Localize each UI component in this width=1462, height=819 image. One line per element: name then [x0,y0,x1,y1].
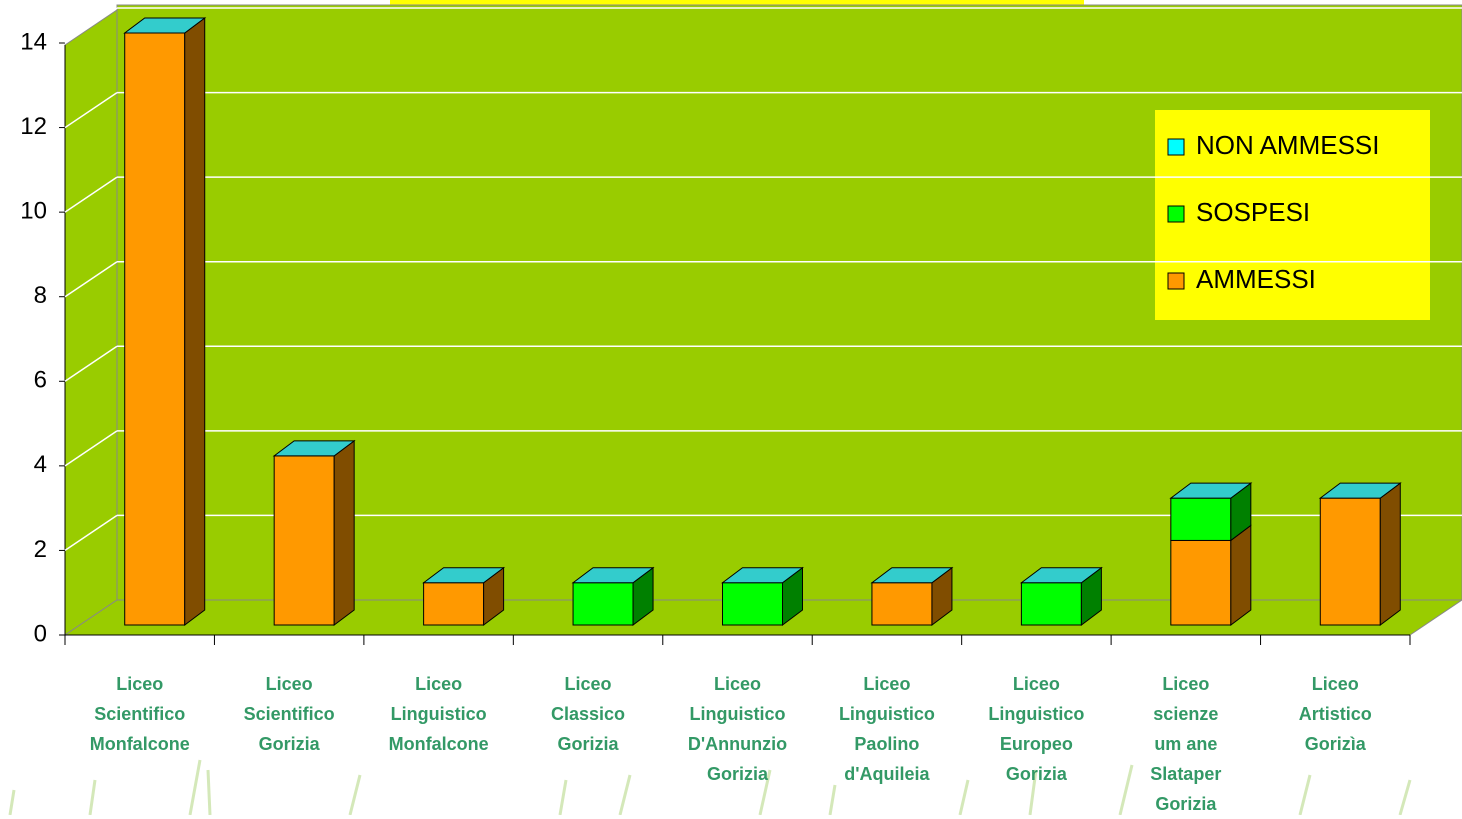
bar-segment [1319,497,1381,626]
legend-label: SOSPESI [1196,197,1310,227]
bar-top [1318,482,1402,499]
y-tick-label: 6 [34,367,47,394]
y-tick-label: 8 [34,282,47,309]
x-tick-label: Liceo Scientifico Monfalcone [89,674,190,754]
legend-swatch [1167,205,1185,223]
bar-top [123,17,207,34]
x-tick-label: Liceo Classico Gorizia [551,674,626,754]
grass [8,759,1412,815]
grid-line [64,345,118,382]
bar-top [1019,567,1103,584]
grid-line [64,91,118,129]
legend-label: NON AMMESSI [1196,130,1379,160]
bar-segment [1170,539,1232,626]
grid-line [64,261,118,298]
y-tick-label: 14 [20,28,47,55]
bar-side [1230,524,1252,626]
grid-line [64,176,118,213]
bar-segment [572,582,634,626]
x-tick-label: Liceo Scientifico Gorizia [243,674,335,754]
y-tick-label: 10 [20,197,47,224]
back-wall [116,4,1462,601]
bar-side [333,439,355,626]
x-tick-label: Liceo Linguistico Monfalcone [388,674,489,754]
bar-segment [1170,497,1232,541]
bar-top [1169,482,1253,499]
x-tick-label: Liceo Linguistico Europeo Gorizia [988,674,1085,784]
bar-segment [871,582,933,626]
x-tick-label: Liceo Artistico Gorizìa [1298,674,1372,754]
bar-top [272,440,356,457]
legend-swatch [1167,138,1185,156]
bar-top [721,567,804,584]
bar-top [870,567,954,584]
y-tick-label: 12 [20,113,47,140]
x-tick-label: Liceo scienze um ane Slataper Gorizia [1150,674,1222,814]
legend-swatch [1167,272,1185,290]
y-tick-label: 4 [34,451,47,478]
bar-segment [1020,582,1082,626]
bar-segment [423,582,485,626]
grid-line [64,430,118,467]
bar-top [422,567,506,584]
grid-line [64,514,118,552]
side-wall [64,9,118,636]
y-tick-label: 2 [34,536,47,563]
legend [1155,110,1430,320]
legend-label: AMMESSI [1196,264,1316,294]
bar-segment [273,455,335,626]
bar-top [571,567,655,584]
x-tick-label: Liceo Linguistico Paolino d'Aquileia [838,674,935,784]
bar-segment [722,582,783,626]
bar-side [1379,482,1401,626]
grid-line [64,7,118,44]
y-tick-label: 0 [34,620,47,647]
bar-segment [124,32,186,626]
bar-side [184,17,206,626]
x-tick-label: Liceo Linguistico D'Annunzio Gorizia [687,674,788,784]
